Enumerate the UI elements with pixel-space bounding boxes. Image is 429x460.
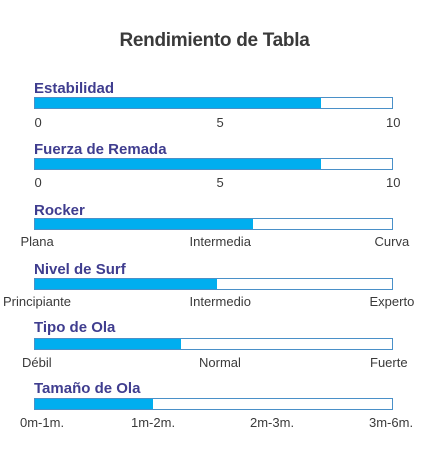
tick-label: Débil [22,355,52,370]
tick-label: 5 [216,115,224,130]
bar-track [34,97,393,109]
tick-label: Intermedia [189,234,251,249]
tick-label: 0 [34,115,42,130]
chart-title: Rendimiento de Tabla [119,30,310,51]
tick-label: 2m-3m. [250,415,295,430]
metric-label: Fuerza de Remada [34,141,167,158]
bar-track [34,218,393,230]
tick-label: 10 [386,175,401,190]
bar-track [34,278,393,290]
tick-label: Normal [199,355,241,370]
bar-fill [35,98,321,108]
tick-label: Fuerte [370,355,408,370]
bar-fill [35,399,153,409]
tick-label: 10 [386,115,401,130]
tick-label: Curva [374,234,410,249]
metric-label: Tipo de Ola [34,319,116,336]
tick-label: 0m-1m. [20,415,65,430]
bar-fill [35,159,321,169]
bar-track [34,338,393,350]
metric-label: Rocker [34,202,85,219]
tick-label: 1m-2m. [131,415,176,430]
metric-label: Tamaño de Ola [34,380,141,397]
tick-label: Intermedio [189,294,251,309]
tick-label: 0 [34,175,42,190]
bar-fill [35,339,182,349]
tick-label: 3m-6m. [369,415,414,430]
metric-label: Estabilidad [34,80,115,97]
tick-label: 5 [216,175,224,190]
bar-fill [35,219,253,229]
bar-track [34,398,393,410]
metric-label: Nivel de Surf [34,261,126,278]
tick-label: Experto [369,294,415,309]
bar-track [34,158,393,170]
tick-label: Principiante [3,294,71,309]
tick-label: Plana [20,234,54,249]
bar-fill [35,279,218,289]
